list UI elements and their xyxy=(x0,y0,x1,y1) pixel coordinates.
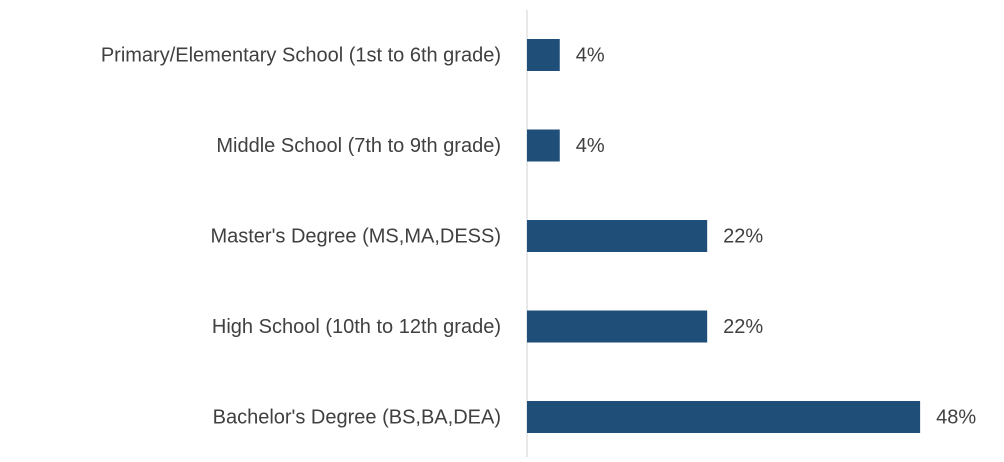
category-label: Primary/Elementary School (1st to 6th gr… xyxy=(101,44,501,66)
value-label: 22% xyxy=(723,316,763,338)
category-label: High School (10th to 12th grade) xyxy=(212,316,501,338)
value-label: 4% xyxy=(576,44,605,66)
value-label: 4% xyxy=(576,135,605,157)
bar xyxy=(527,39,560,71)
bar xyxy=(527,129,560,162)
category-label: Bachelor's Degree (BS,BA,DEA) xyxy=(213,406,501,428)
category-label: Middle School (7th to 9th grade) xyxy=(216,135,501,157)
bar xyxy=(527,401,921,433)
bar xyxy=(527,310,708,343)
bar xyxy=(527,220,708,252)
category-label: Master's Degree (MS,MA,DESS) xyxy=(210,225,501,247)
value-label: 48% xyxy=(936,406,976,428)
value-label: 22% xyxy=(723,225,763,247)
